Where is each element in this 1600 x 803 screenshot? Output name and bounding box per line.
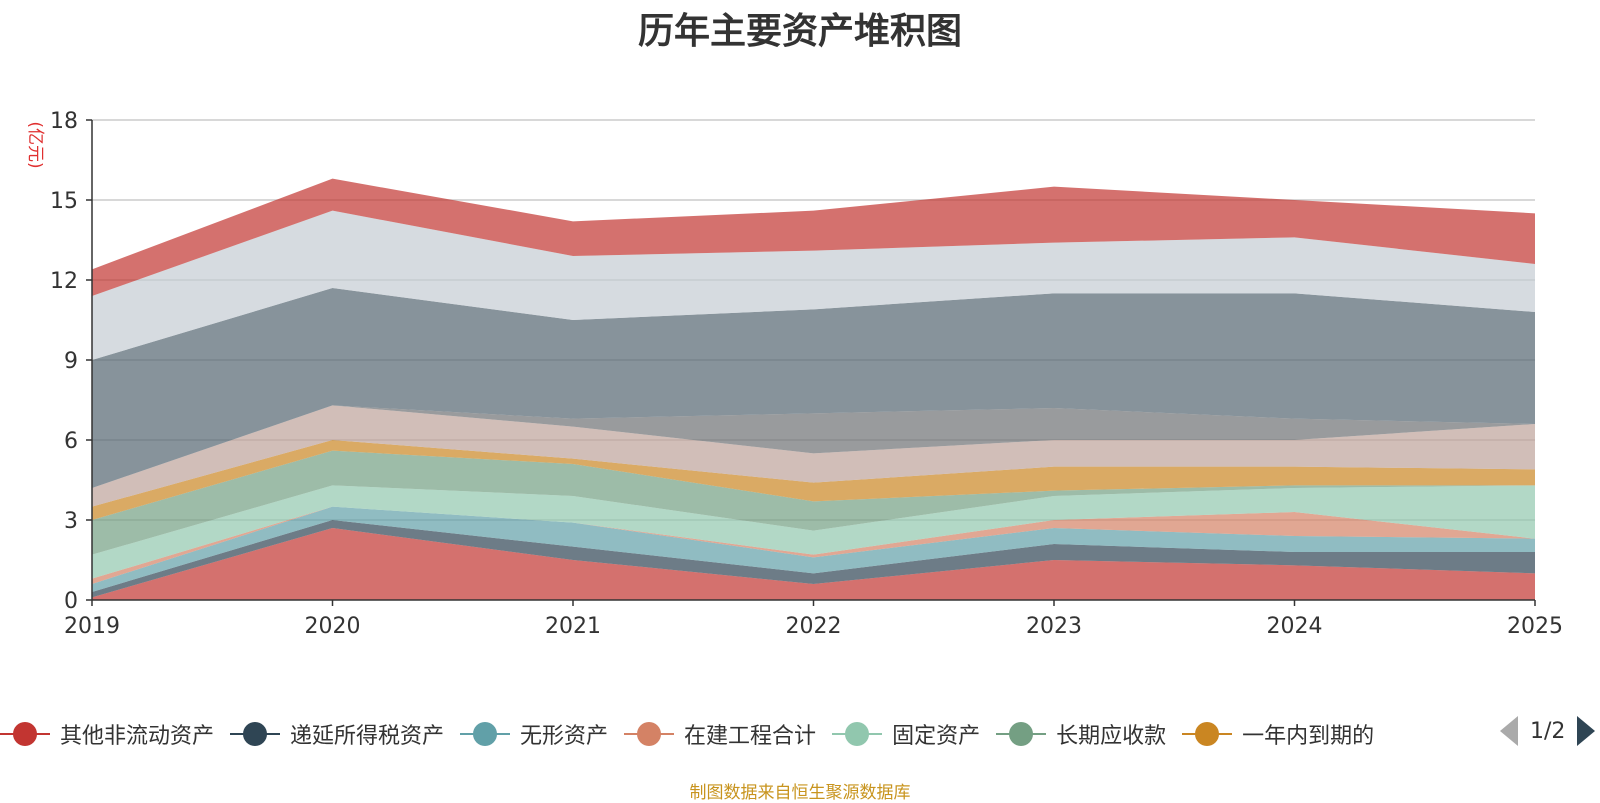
legend-item[interactable]: 长期应收款 — [996, 718, 1166, 750]
area-series-交易性金融资产 — [92, 210, 1535, 360]
legend-item[interactable]: 固定资产 — [832, 718, 980, 750]
chart-title: 历年主要资产堆积图 — [637, 11, 962, 52]
legend-pager: 1/2 — [1500, 716, 1596, 746]
legend-page-indicator: 1/2 — [1530, 718, 1566, 744]
y-tick-label: 3 — [64, 509, 78, 534]
area-series-一年内到期的非流动资产 — [92, 440, 1535, 520]
legend-item[interactable]: 递延所得税资产 — [230, 718, 444, 750]
x-tick-label: 2019 — [64, 614, 120, 639]
legend-item[interactable]: 一年内到期的 — [1182, 718, 1374, 750]
legend-label: 长期应收款 — [1056, 724, 1167, 749]
legend-marker-icon — [460, 722, 511, 746]
legend-marker-icon — [0, 722, 50, 746]
legend-label: 在建工程合计 — [684, 724, 817, 749]
area-series-货币资金 — [92, 178, 1535, 296]
y-tick-label: 0 — [64, 589, 78, 614]
legend-marker-icon — [996, 722, 1047, 746]
area-series-固定资产 — [92, 485, 1535, 579]
area-series-存货 — [92, 405, 1535, 488]
legend-label: 递延所得税资产 — [290, 724, 445, 749]
legend-label: 其他非流动资产 — [60, 724, 215, 749]
legend-next-page-icon[interactable] — [1577, 716, 1596, 746]
axes: 0 3 6 9 12 15 18 2019 2020 2021 2022 2023 2024 2025 — [50, 109, 1563, 639]
area-series-应收账款 — [92, 288, 1535, 488]
x-tick-label: 2022 — [786, 614, 842, 639]
area-series-在建工程合计 — [92, 506, 1535, 584]
legend-marker-icon — [1182, 722, 1233, 746]
x-tick-label: 2024 — [1267, 614, 1323, 639]
data-source-note: 制图数据来自恒生聚源数据库 — [689, 783, 911, 803]
legend-marker-icon — [832, 722, 883, 746]
x-tick-label: 2025 — [1507, 614, 1563, 639]
legend-label: 固定资产 — [892, 724, 981, 749]
y-tick-label: 12 — [50, 269, 78, 294]
area-series-长期应收款 — [92, 450, 1535, 555]
y-tick-label: 6 — [64, 429, 78, 454]
area-series-递延所得税资产 — [92, 520, 1535, 598]
legend-item[interactable]: 其他非流动资产 — [0, 718, 214, 750]
y-tick-label: 15 — [50, 189, 78, 214]
legend-prev-page-icon[interactable] — [1500, 716, 1518, 746]
area-series — [92, 178, 1535, 600]
x-tick-label: 2021 — [545, 614, 601, 639]
area-series-其他流动资产 — [92, 405, 1535, 507]
legend-label: 一年内到期的 — [1242, 724, 1375, 749]
legend-item[interactable]: 在建工程合计 — [624, 718, 816, 750]
x-tick-label: 2020 — [305, 614, 361, 639]
legend: 其他非流动资产 递延所得税资产 无形资产 在建工程合计 固定资产 长期应收款 一年内到期的 — [0, 714, 1390, 754]
y-tick-label: 18 — [50, 109, 78, 134]
stacked-area-chart: 0 3 6 9 12 15 18 2019 2020 2021 2022 2023 2024 2025 (… — [25, 109, 1563, 639]
legend-marker-icon — [230, 722, 281, 746]
legend-marker-icon — [624, 722, 675, 746]
legend-item[interactable]: 无形资产 — [460, 718, 608, 750]
area-series-无形资产 — [92, 506, 1535, 592]
x-tick-label: 2023 — [1026, 614, 1082, 639]
y-tick-label: 9 — [64, 349, 78, 374]
legend-label: 无形资产 — [520, 724, 609, 749]
y-axis-unit-label: (亿元) — [25, 121, 45, 168]
area-series-其他非流动资产 — [92, 528, 1535, 600]
